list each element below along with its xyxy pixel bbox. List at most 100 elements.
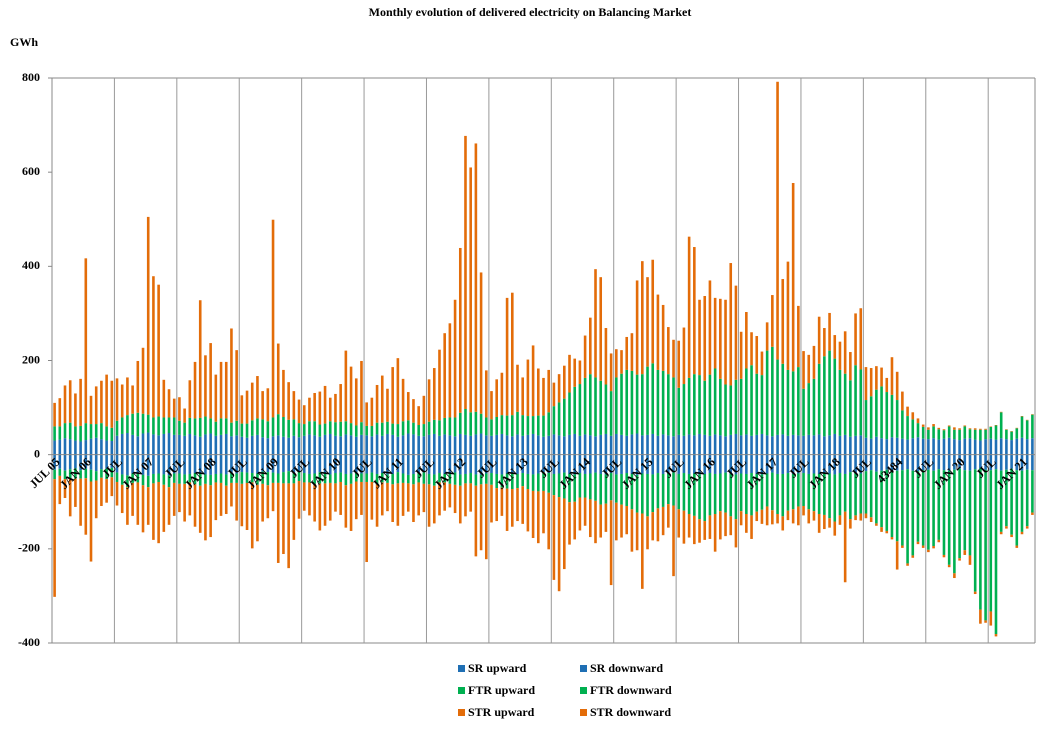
bar-segment <box>334 473 337 484</box>
bar-segment <box>464 434 467 455</box>
bar-segment <box>432 474 436 486</box>
bar-segment <box>906 469 909 564</box>
bar-segment <box>474 454 478 475</box>
bar-segment <box>880 386 883 439</box>
bar-segment <box>516 454 519 474</box>
bar-segment <box>256 473 259 485</box>
bar-segment <box>474 411 478 435</box>
bar-segment <box>573 501 577 540</box>
bar-segment <box>724 512 727 537</box>
bar-segment <box>921 424 925 427</box>
bar-segment <box>890 471 894 538</box>
bar-segment <box>698 433 701 455</box>
bar-segment <box>729 385 733 435</box>
bar-segment <box>750 454 753 474</box>
bar-segment <box>594 436 597 455</box>
bar-segment <box>183 422 186 436</box>
bar-segment <box>479 413 483 434</box>
bar-segment <box>661 434 665 455</box>
bar-segment <box>131 434 134 455</box>
bar-segment <box>526 416 530 435</box>
bar-segment <box>708 473 712 516</box>
bar-segment <box>776 513 779 524</box>
bar-segment <box>542 472 545 491</box>
bar-segment <box>615 433 618 455</box>
bar-segment <box>79 454 82 471</box>
bar-segment <box>963 425 967 427</box>
bar-segment <box>745 473 748 514</box>
bar-segment <box>230 472 233 483</box>
bar-segment <box>698 375 701 434</box>
bar-segment <box>625 435 629 455</box>
bar-segment <box>339 384 342 422</box>
bar-segment <box>365 481 368 563</box>
bar-segment <box>999 454 1003 471</box>
bar-segment <box>230 422 233 437</box>
bar-segment <box>563 365 566 399</box>
bar-segment <box>979 428 982 430</box>
bar-segment <box>422 472 426 484</box>
bar-segment <box>360 481 363 515</box>
bar-segment <box>958 454 961 469</box>
bar-segment <box>271 417 275 437</box>
bar-segment <box>354 378 358 426</box>
bar-segment <box>646 434 649 455</box>
bar-segment <box>594 269 597 378</box>
bar-segment <box>776 81 779 360</box>
bar-segment <box>297 471 301 482</box>
bar-segment <box>953 469 956 574</box>
bar-segment <box>432 485 436 524</box>
bar-segment <box>859 435 863 455</box>
bar-segment <box>219 454 223 474</box>
bar-segment <box>802 505 805 516</box>
bar-segment <box>661 304 665 371</box>
bar-segment <box>214 421 218 436</box>
bar-segment <box>609 391 613 436</box>
bar-segment <box>578 454 582 474</box>
bar-segment <box>932 546 935 549</box>
bar-segment <box>141 454 145 475</box>
bar-segment <box>250 420 254 436</box>
bar-segment <box>843 434 847 455</box>
bar-segment <box>838 454 842 474</box>
bar-segment <box>635 433 639 455</box>
bar-segment <box>583 473 587 498</box>
bar-segment <box>490 435 493 455</box>
bar-segment <box>245 472 249 483</box>
bar-segment <box>557 454 561 474</box>
bar-segment <box>417 454 420 474</box>
bar-segment <box>620 473 623 505</box>
bar-segment <box>937 454 941 470</box>
bar-segment <box>271 482 275 512</box>
bar-segment <box>875 471 878 524</box>
bar-segment <box>126 377 129 416</box>
bar-segment <box>864 437 868 455</box>
bar-segment <box>474 485 478 557</box>
bar-segment <box>968 454 972 471</box>
bar-segment <box>245 423 249 438</box>
bar-segment <box>984 428 987 430</box>
bar-segment <box>516 488 519 522</box>
bar-segment <box>828 435 831 455</box>
bar-segment <box>198 417 202 437</box>
bar-segment <box>297 454 301 472</box>
bar-segment <box>885 439 889 455</box>
bar-segment <box>786 473 790 511</box>
bar-segment <box>224 418 228 434</box>
bar-segment <box>282 369 285 417</box>
bar-segment <box>100 439 103 455</box>
bar-segment <box>178 483 181 513</box>
bar-segment <box>651 512 655 541</box>
bar-segment <box>526 359 530 417</box>
bar-segment <box>906 439 909 455</box>
bar-segment <box>521 415 524 436</box>
bar-segment <box>105 374 108 427</box>
bar-segment <box>152 483 155 540</box>
bar-segment <box>1010 431 1013 441</box>
bar-segment <box>521 486 524 524</box>
bar-segment <box>817 473 821 514</box>
bar-segment <box>53 426 56 441</box>
bar-segment <box>100 380 103 424</box>
bar-segment <box>448 323 452 418</box>
